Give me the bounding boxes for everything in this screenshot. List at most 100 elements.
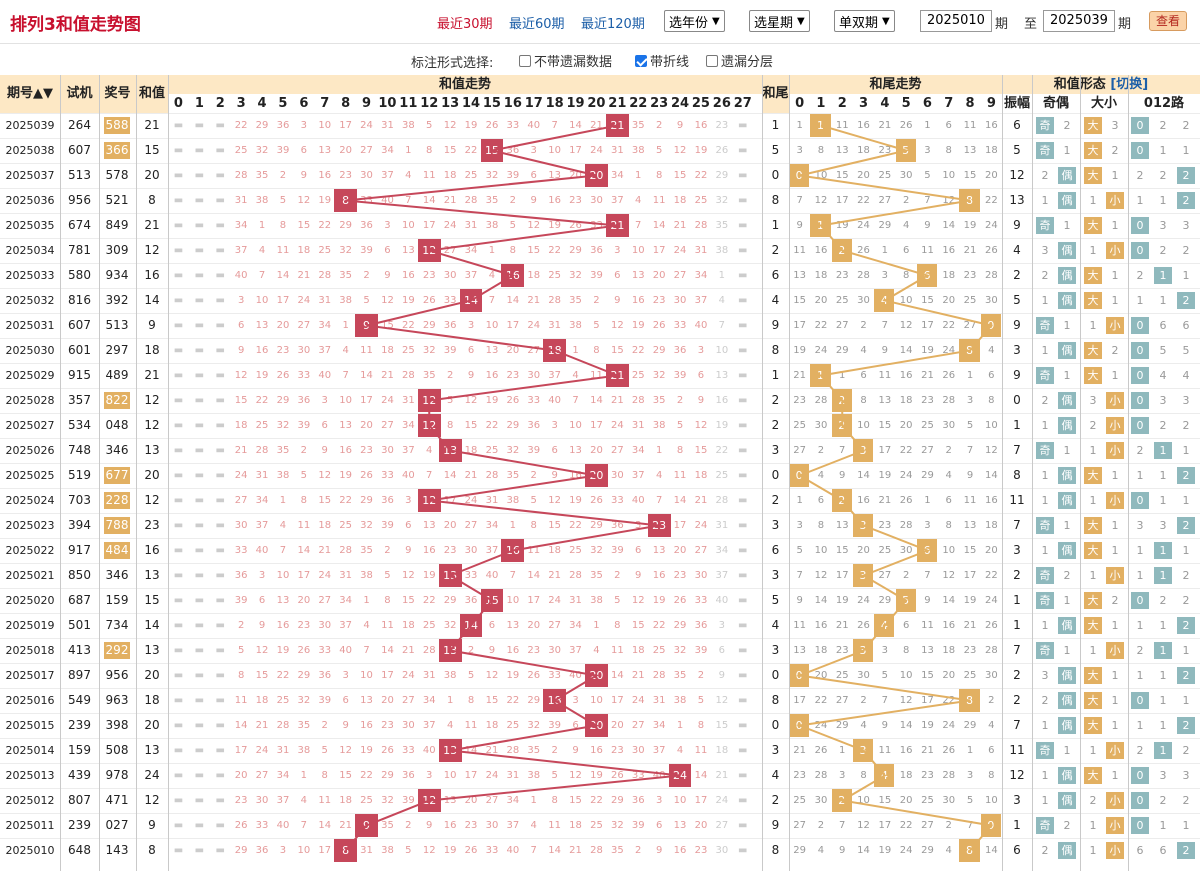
big-small-miss: 1 bbox=[1111, 219, 1119, 232]
tail-miss-cell: 10 bbox=[942, 170, 956, 181]
header-oe: 奇偶 bbox=[1032, 94, 1080, 113]
table-row bbox=[0, 113, 1200, 138]
miss-cell: ▬ bbox=[194, 845, 205, 856]
miss-cell: 3 bbox=[551, 420, 558, 431]
tail-miss-cell: 24 bbox=[814, 720, 828, 731]
miss-cell: 32 bbox=[485, 170, 499, 181]
miss-cell: 5 bbox=[655, 145, 663, 156]
miss-cell: 29 bbox=[255, 120, 269, 131]
miss-cell: 30 bbox=[590, 195, 603, 206]
tail-miss-cell: 7 bbox=[796, 570, 803, 581]
test-number: 239 bbox=[68, 818, 91, 832]
miss-cell: 14 bbox=[610, 670, 624, 681]
tail-label: 5 bbox=[895, 94, 917, 113]
recent-120-link[interactable]: 最近120期 bbox=[581, 17, 645, 32]
tail-miss-cell: 3 bbox=[881, 270, 889, 281]
big-small-miss: 3 bbox=[1111, 119, 1119, 132]
tail-miss-cell: 15 bbox=[878, 420, 892, 431]
recent-60-link[interactable]: 最近60期 bbox=[509, 17, 565, 32]
miss-cell: 10 bbox=[401, 220, 415, 231]
recent-30-link[interactable]: 最近30期 bbox=[437, 17, 493, 32]
miss-cell: 3 bbox=[279, 845, 287, 856]
tail-miss-cell: 2 bbox=[860, 320, 867, 331]
tail-miss-cell: 22 bbox=[899, 820, 913, 831]
option-with-line[interactable]: 带折线 bbox=[635, 51, 689, 70]
odd-even-period-select[interactable]: 单双期 ▼ bbox=[834, 10, 895, 32]
period-from-input[interactable]: 2025010 bbox=[920, 10, 992, 32]
miss-cell: 13 bbox=[506, 620, 520, 631]
miss-cell: ▬ bbox=[194, 470, 205, 481]
tail-miss-cell: 3 bbox=[966, 770, 974, 781]
route-miss: 1 bbox=[1159, 619, 1167, 632]
miss-cell: 35 bbox=[422, 370, 436, 381]
route-miss: 1 bbox=[1182, 819, 1190, 832]
tail-miss-cell: 27 bbox=[921, 445, 934, 456]
route-tag: 0 bbox=[1131, 242, 1149, 259]
miss-cell: 20 bbox=[610, 720, 624, 731]
tail-value: 3 bbox=[771, 518, 780, 532]
miss-cell: 13 bbox=[652, 545, 666, 556]
amplitude: 2 bbox=[1013, 668, 1021, 682]
big-small-miss: 3 bbox=[1089, 394, 1097, 407]
year-select[interactable]: 选年份 ▼ bbox=[664, 10, 725, 32]
prize-number: 398 bbox=[105, 718, 129, 732]
miss-cell: ▬ bbox=[215, 520, 225, 531]
miss-cell: 11 bbox=[464, 720, 478, 731]
miss-cell: 37 bbox=[318, 345, 332, 356]
prize-number: 521 bbox=[105, 193, 129, 207]
miss-cell: 34 bbox=[318, 320, 332, 331]
miss-cell: 33 bbox=[631, 770, 645, 781]
sum-value: 14 bbox=[144, 618, 160, 632]
chevron-down-icon: ▼ bbox=[797, 15, 805, 27]
miss-cell: 34 bbox=[401, 420, 415, 431]
amplitude: 3 bbox=[1013, 793, 1021, 807]
checkbox-icon[interactable] bbox=[706, 54, 718, 67]
miss-cell: ▬ bbox=[173, 745, 184, 756]
option-no-miss[interactable]: 不带遗漏数据 bbox=[519, 51, 612, 70]
miss-cell: 34 bbox=[255, 495, 269, 506]
miss-cell: 29 bbox=[610, 795, 624, 806]
header-period[interactable]: 期号▲▼ bbox=[0, 75, 60, 113]
tail-miss-cell: 7 bbox=[796, 195, 803, 206]
miss-cell: 28 bbox=[485, 470, 499, 481]
miss-cell: ▬ bbox=[194, 195, 205, 206]
tail-mark: 6 bbox=[916, 264, 938, 287]
option-miss-layer[interactable]: 遗漏分层 bbox=[706, 51, 773, 70]
option-label: 标注形式选择: bbox=[411, 56, 494, 71]
miss-cell: 6 bbox=[488, 620, 496, 631]
tail-miss-cell: 29 bbox=[921, 845, 934, 856]
query-button[interactable]: 查看 bbox=[1149, 11, 1187, 31]
odd-even-tag: 偶 bbox=[1058, 617, 1076, 634]
miss-cell: 7 bbox=[488, 295, 496, 306]
weekday-select[interactable]: 选星期 ▼ bbox=[749, 10, 810, 32]
miss-cell: 35 bbox=[360, 545, 373, 556]
miss-cell: 14 bbox=[694, 770, 708, 781]
sum-mark: 20 bbox=[585, 464, 608, 487]
checkbox-icon[interactable] bbox=[519, 54, 531, 67]
miss-cell: ▬ bbox=[194, 120, 205, 131]
miss-cell: 35 bbox=[569, 295, 582, 306]
miss-cell: 34 bbox=[715, 545, 729, 556]
miss-cell: 6 bbox=[655, 820, 663, 831]
header-r012: 012路 bbox=[1128, 94, 1200, 113]
tail-miss-cell: 22 bbox=[942, 695, 956, 706]
miss-cell: 4 bbox=[405, 170, 412, 181]
test-number: 956 bbox=[68, 193, 91, 207]
amplitude: 1 bbox=[1013, 418, 1021, 432]
miss-cell: 28 bbox=[590, 845, 603, 856]
period-to-input[interactable]: 2025039 bbox=[1043, 10, 1115, 32]
tail-mark: 8 bbox=[959, 839, 980, 862]
sum-mark: 21 bbox=[605, 364, 629, 387]
miss-cell: 30 bbox=[548, 645, 561, 656]
miss-cell: 20 bbox=[360, 420, 373, 431]
miss-cell: 34 bbox=[381, 145, 394, 156]
miss-cell: 1 bbox=[635, 170, 642, 181]
miss-cell: 2 bbox=[635, 845, 642, 856]
prize-number: 484 bbox=[104, 542, 130, 559]
tail-value: 4 bbox=[771, 618, 780, 632]
miss-cell: 26 bbox=[673, 595, 687, 606]
switch-link[interactable]: [切换] bbox=[1110, 77, 1149, 92]
route-tag: 0 bbox=[1131, 417, 1149, 434]
checkbox-icon[interactable] bbox=[635, 54, 647, 67]
miss-cell: 40 bbox=[422, 745, 436, 756]
